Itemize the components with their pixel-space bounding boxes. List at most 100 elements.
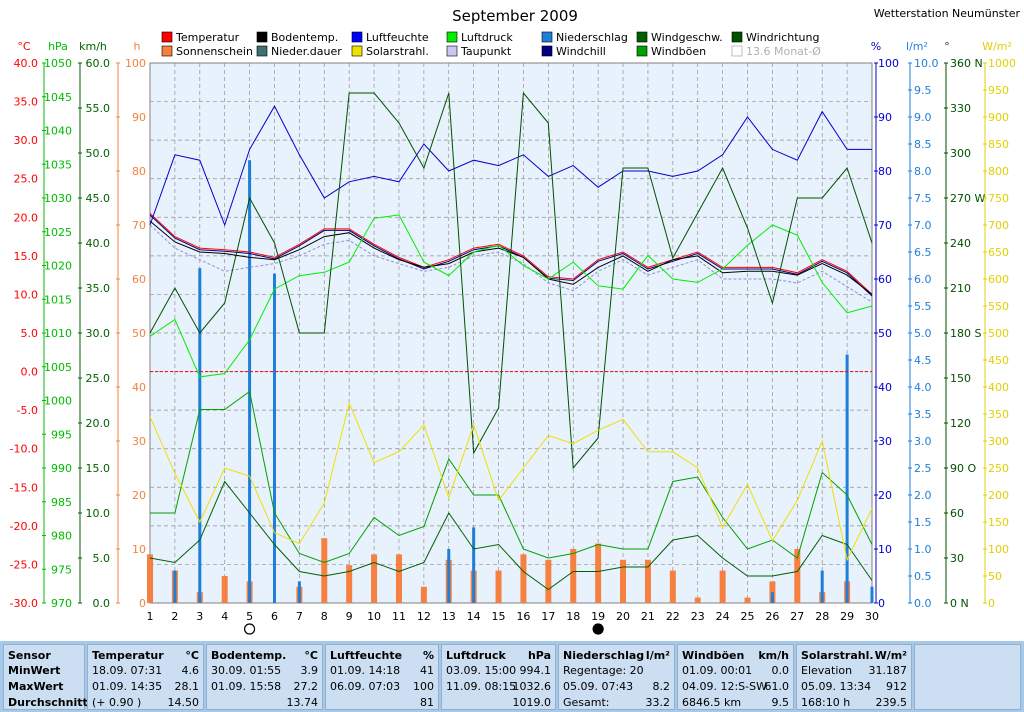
- legend-item[interactable]: Luftdruck: [446, 31, 513, 44]
- solar-elevation-label: Elevation: [801, 664, 853, 677]
- legend-swatch: [636, 45, 648, 57]
- legend-label: Bodentemp.: [271, 31, 338, 44]
- axis-tick-label: 330: [950, 102, 971, 115]
- axis-tick-label: 40: [878, 381, 892, 394]
- bar-niederschlag: [770, 592, 774, 603]
- axis-tick-label: -15.0: [10, 481, 38, 494]
- axis-tick-label: 100: [125, 57, 146, 70]
- summary-windboeen: Windböen km/h 01.09. 00:01 0.0 04.09. 12:S…: [677, 644, 794, 710]
- axis-tick-label: -30.0: [10, 597, 38, 610]
- legend-item[interactable]: Nieder.dauer: [256, 45, 342, 58]
- axis-tick-label: 1015: [44, 293, 72, 306]
- x-axis: 1 2 3 4 5 6 7 8 9 10 11 12 13 14 15 16 17 18 19 20 21 22 23 24 2…: [147, 610, 879, 635]
- bar-niederschlag: [248, 160, 252, 603]
- x-tick-label: 24: [716, 610, 730, 623]
- axis-unit: l/m²: [906, 40, 928, 53]
- axis-tick-label: 35.0: [14, 96, 39, 109]
- luftfeuchte-header: Luftfeuchte: [330, 649, 403, 662]
- axis-tick-label: 50.0: [86, 147, 111, 160]
- legend-checkbox[interactable]: [731, 45, 743, 57]
- axis-tick-label: 90: [878, 111, 892, 124]
- niederschlag-regentage: Regentage: 20: [563, 664, 644, 677]
- legend-swatch: [446, 45, 458, 57]
- axis-tick-label: 990: [51, 462, 72, 475]
- axis-tick-label: 1000: [44, 395, 72, 408]
- luftfeuchte-avg-value: 81: [420, 696, 434, 709]
- legend-item[interactable]: Taupunkt: [446, 45, 512, 58]
- x-tick-label: 5: [246, 610, 253, 623]
- bar-sonnenschein: [371, 554, 378, 603]
- legend-swatch: [731, 31, 743, 43]
- luftfeuchte-unit: %: [422, 649, 434, 662]
- axis-tick-label: 1045: [44, 91, 72, 104]
- axis-tick-label: 60: [132, 273, 146, 286]
- axis-tick-label: 1.5: [914, 516, 932, 529]
- legend-item[interactable]: Windböen: [636, 45, 706, 58]
- bodentemp-unit: °C: [304, 649, 318, 662]
- axis-tick-label: 90 O: [950, 462, 976, 475]
- axis-tick-label: 8.5: [914, 138, 932, 151]
- axis-tick-label: 8.0: [914, 165, 932, 178]
- temperatur-min-value: 4.6: [181, 664, 200, 677]
- x-tick-label: 4: [221, 610, 228, 623]
- legend-item[interactable]: 13.6 Monat-Ø: [731, 45, 821, 58]
- legend-item[interactable]: Windgeschw.: [636, 31, 723, 44]
- legend-item[interactable]: Luftfeuchte: [351, 31, 429, 44]
- niederschlag-gesamt-value: 33.2: [645, 696, 671, 709]
- axis-unit: %: [871, 40, 881, 53]
- axis-tick-label: 20: [878, 489, 892, 502]
- bar-sonnenschein: [719, 570, 726, 603]
- summary-temperatur: Temperatur °C 18.09. 07:31 4.6 01.09. 14:3…: [87, 644, 204, 710]
- axis-tick-label: -10.0: [10, 443, 38, 456]
- full-moon-icon: [243, 623, 256, 635]
- axis-tick-label: 1025: [44, 226, 72, 239]
- axis-tick-label: 7.5: [914, 192, 932, 205]
- x-tick-label: 30: [865, 610, 879, 623]
- axis-tick-label: 70: [878, 219, 892, 232]
- bar-niederschlag: [820, 570, 824, 603]
- legend-item[interactable]: Windchill: [541, 45, 606, 58]
- legend-swatch: [256, 45, 268, 57]
- axis-tick-label: 210: [950, 282, 971, 295]
- legend-item[interactable]: Bodentemp.: [256, 31, 338, 44]
- axis-tick-label: 180 S: [950, 327, 981, 340]
- axis-tick-label: 850: [988, 138, 1009, 151]
- legend-item[interactable]: Sonnenschein: [161, 45, 253, 58]
- axis-tick-label: 80: [132, 165, 146, 178]
- axis-tick-label: 40: [132, 381, 146, 394]
- bar-niederschlag: [472, 527, 476, 603]
- niederschlag-header: Niederschlag: [563, 649, 645, 662]
- axis-tick-label: 45.0: [86, 192, 111, 205]
- axis-tick-label: 4.5: [914, 354, 932, 367]
- luftdruck-min-date: 03.09. 15:00: [446, 664, 517, 677]
- temperatur-max-value: 28.1: [174, 680, 200, 693]
- legend: Temperatur Bodentemp. Luftfeuchte Luftdruck…: [161, 31, 821, 58]
- axis-tick-label: 30.0: [86, 327, 111, 340]
- bar-niederschlag: [845, 354, 849, 603]
- lines: [149, 91, 873, 591]
- niederschlag-gesamt-label: Gesamt:: [563, 696, 610, 709]
- axis-tick-label: 10: [878, 543, 892, 556]
- bar-sonnenschein: [744, 597, 751, 603]
- axis-wind: km/h 60.0 55.0 50.0 45.0 40.0 35.0 30.0 25.0 20.0…: [78, 40, 110, 610]
- x-tick-label: 27: [790, 610, 804, 623]
- summary-luftfeuchte: Luftfeuchte% 01.09. 14:18 41 06.09. 07:03…: [325, 644, 439, 710]
- legend-item[interactable]: Solarstrahl.: [351, 45, 429, 58]
- legend-item[interactable]: Windrichtung: [731, 31, 819, 44]
- legend-label: Taupunkt: [460, 45, 512, 58]
- niederschlag-unit: l/m²: [645, 649, 670, 662]
- axis-tick-label: 5.0: [914, 327, 932, 340]
- axis-tick-label: 250: [988, 462, 1009, 475]
- windboeen-distance: 6846.5 km: [682, 696, 742, 709]
- legend-item[interactable]: Temperatur: [161, 31, 240, 44]
- niederschlag-max-date: 05.09. 07:43: [563, 680, 634, 693]
- axis-tick-label: 70: [132, 219, 146, 232]
- temperatur-avg-note: (+ 0.90 ): [92, 696, 142, 709]
- axis-rain: l/m² 10.0 9.5 9.0 8.5 8.0 7.5 7.0 6.5 6.0 5.5 5.0 4.…: [906, 40, 938, 610]
- luftfeuchte-max-date: 06.09. 07:03: [330, 680, 401, 693]
- axis-tick-label: 1035: [44, 158, 72, 171]
- legend-item[interactable]: Niederschlag: [541, 31, 628, 44]
- x-tick-label: 16: [516, 610, 530, 623]
- axis-tick-label: -20.0: [10, 520, 38, 533]
- luftfeuchte-max-value: 100: [413, 680, 434, 693]
